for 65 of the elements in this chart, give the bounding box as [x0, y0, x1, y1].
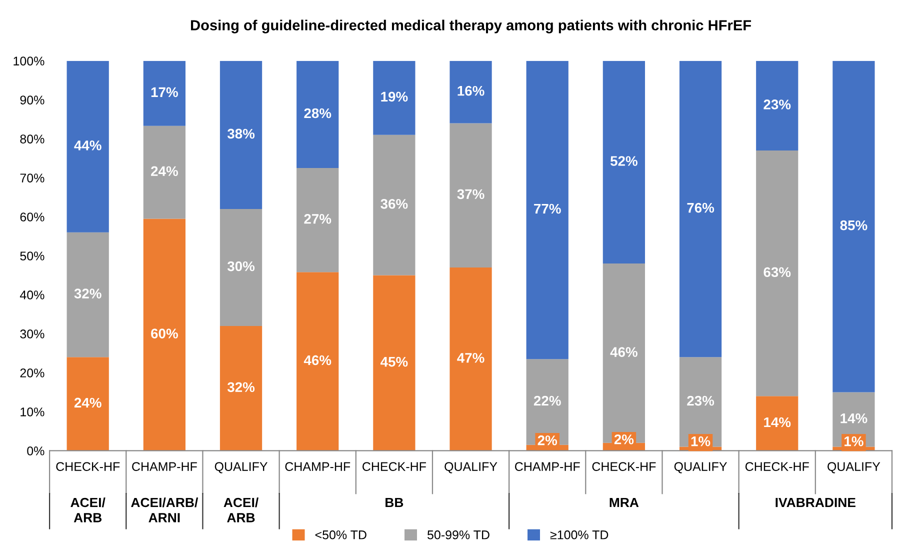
data-label: 76%: [687, 202, 714, 213]
text: BB: [386, 498, 404, 508]
data-label: 17%: [151, 87, 178, 98]
text: ACEI/ARB/ ARNI: [131, 497, 198, 522]
y-tick-label: 10%: [20, 408, 44, 416]
x-tick-label: CHECK-HF: [362, 462, 426, 471]
y-tick-label: 90%: [20, 96, 44, 104]
data-label: 14%: [840, 413, 868, 424]
data-label: 46%: [304, 355, 332, 366]
x-tick-label: QUALIFY: [214, 462, 268, 474]
y-tick-label: 60%: [20, 212, 44, 222]
legend-label: ≥100% TD: [550, 530, 608, 540]
data-label: 19%: [381, 92, 408, 102]
data-label: 37%: [457, 189, 484, 200]
text: ACEI/ ARB: [70, 497, 106, 522]
data-label: 22%: [534, 396, 561, 406]
data-label: 24%: [74, 398, 102, 408]
legend-label: <50% TD: [315, 530, 366, 540]
data-label: 30%: [227, 261, 255, 272]
x-tick-label: CHAMP-HF: [132, 462, 197, 471]
data-label: 28%: [304, 108, 332, 118]
data-label: 36%: [380, 198, 408, 209]
data-label: 14%: [764, 417, 791, 428]
x-tick-label: QUALIFY: [674, 462, 727, 474]
y-tick-label: 70%: [20, 174, 44, 182]
data-label: 32%: [74, 288, 102, 298]
x-tick-label: CHAMP-HF: [515, 462, 580, 471]
data-label: 77%: [534, 204, 561, 214]
data-label: 23%: [687, 396, 714, 406]
legend-label: 50-99% TD: [427, 530, 490, 540]
data-label: 45%: [380, 356, 408, 367]
y-tick-label: 30%: [20, 330, 44, 338]
y-tick-label: 80%: [20, 134, 44, 144]
chart-title: Dosing of guideline-directed medical therapy among patients with chronic HFrEF: [191, 20, 752, 34]
data-label: 38%: [227, 128, 255, 139]
data-label: 16%: [458, 86, 484, 96]
data-label: 24%: [151, 166, 178, 176]
y-tick-label: 100%: [14, 56, 44, 66]
y-tick-label: 20%: [20, 368, 44, 378]
x-tick-label: CHECK-HF: [56, 462, 120, 471]
x-tick-label: CHECK-HF: [745, 462, 809, 471]
x-tick-label: QUALIFY: [444, 462, 498, 474]
x-tick-label: QUALIFY: [828, 462, 880, 474]
text: ACEI/ ARB: [224, 497, 258, 522]
text: MRA: [610, 498, 639, 508]
data-label: 85%: [840, 220, 868, 230]
data-label: 2%: [614, 434, 634, 444]
data-label: 2%: [538, 435, 558, 446]
data-label: 44%: [74, 140, 102, 150]
data-label: 52%: [610, 156, 638, 166]
x-tick-label: CHAMP-HF: [285, 462, 350, 471]
data-label: 46%: [610, 347, 638, 357]
y-tick-label: 40%: [20, 290, 44, 300]
data-label: 1%: [691, 436, 710, 446]
data-label: 27%: [304, 214, 332, 224]
data-label: 60%: [151, 328, 178, 338]
text: IVABRADINE: [776, 498, 856, 508]
data-label: 63%: [764, 267, 791, 278]
data-label: 1%: [844, 436, 864, 446]
x-tick-label: CHECK-HF: [592, 462, 656, 471]
data-label: 23%: [764, 100, 791, 110]
data-label: 47%: [457, 353, 484, 363]
y-tick-label: 0%: [27, 446, 44, 456]
y-tick-label: 50%: [20, 252, 44, 260]
data-label: 32%: [227, 382, 255, 392]
